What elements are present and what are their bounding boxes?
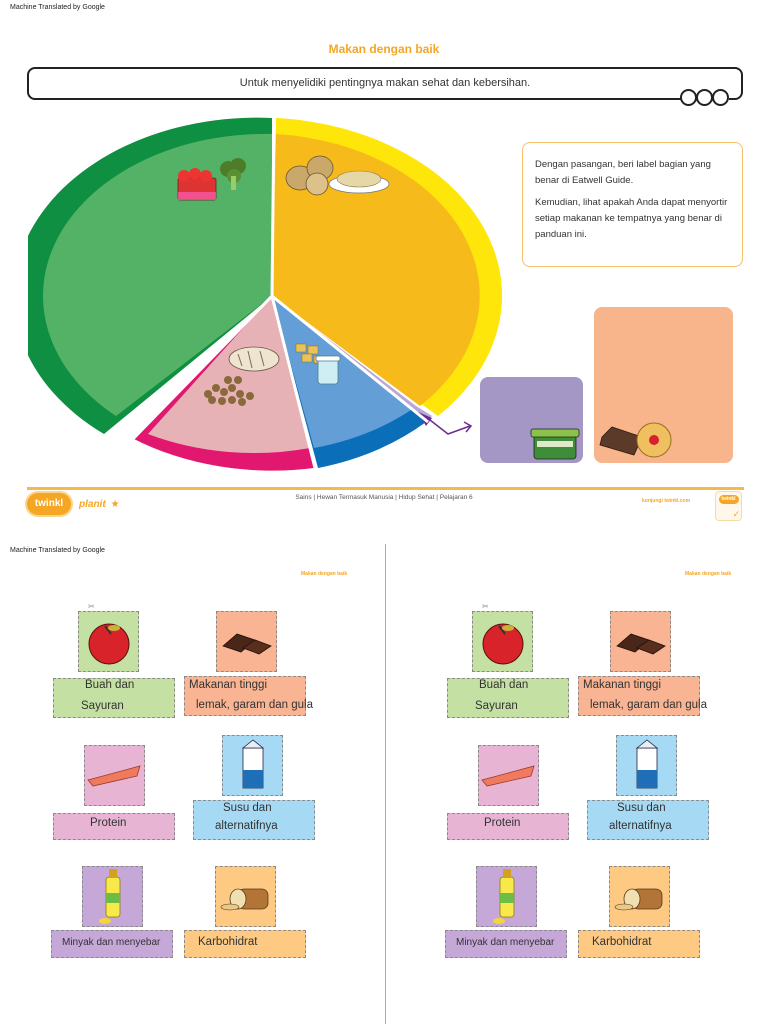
column-header: Makan dengan baik	[685, 571, 732, 577]
oil-bottle-icon	[493, 869, 515, 924]
chocolate-picture-card[interactable]	[216, 611, 277, 672]
segment-carbs	[272, 134, 480, 406]
milk-carton-icon	[635, 739, 659, 789]
oil-bottle-picture-card[interactable]	[476, 866, 537, 927]
pasta-icon	[328, 170, 390, 194]
bread-icon	[614, 888, 663, 911]
salmon-picture-card[interactable]	[478, 745, 539, 806]
scissors-icon: ✂	[88, 602, 95, 611]
planit-text: planit	[79, 498, 106, 510]
checkmark-icon: ✓	[732, 509, 740, 519]
label-card-carbohydrates[interactable]: Karbohidrat	[184, 930, 306, 958]
chocolate-picture-card[interactable]	[610, 611, 671, 672]
star-icon: ★	[110, 498, 120, 510]
label-card-oils[interactable]: Minyak dan menyebar	[445, 930, 567, 958]
chocolate-biscuit-icon	[599, 426, 643, 456]
spread-tub-icon	[530, 428, 580, 460]
yogurt-icon	[315, 355, 341, 385]
broccoli-icon	[220, 158, 246, 190]
apple-icon	[88, 623, 130, 665]
label-card-protein[interactable]: Protein	[53, 813, 175, 840]
segment-protein	[148, 296, 310, 454]
milk-carton-icon	[241, 739, 265, 789]
label-card-fruit-veg[interactable]: Buah dan Sayuran	[447, 678, 569, 718]
learning-objective-text: Untuk menyelidiki pentingnya makan sehat…	[239, 77, 531, 89]
twinkl-quality-badge: twinkl ✓	[715, 491, 742, 521]
machine-translated-note: Machine Translated by Google	[10, 4, 105, 11]
salmon-icon	[87, 765, 141, 787]
salmon-picture-card[interactable]	[84, 745, 145, 806]
bread-picture-card[interactable]	[609, 866, 670, 927]
instructions-box: Dengan pasangan, beri label bagian yang …	[522, 142, 743, 267]
apple-picture-card[interactable]	[78, 611, 139, 672]
label-card-dairy[interactable]: Susu dan alternatifnya	[193, 800, 315, 840]
label-card-high-fat-sugar[interactable]: Makanan tinggi lemak, garam dan gula	[578, 676, 707, 716]
jam-biscuit-icon	[636, 422, 672, 458]
machine-translated-note-2: Machine Translated by Google	[10, 547, 105, 554]
label-card-oils[interactable]: Minyak dan menyebar	[51, 930, 173, 958]
oil-bottle-picture-card[interactable]	[82, 866, 143, 927]
instructions-paragraph-2: Kemudian, lihat apakah Anda dapat menyor…	[535, 197, 728, 240]
twinkl-logo: twinkl	[27, 493, 71, 515]
scissors-icon: ✂	[482, 602, 489, 611]
segment-dairy	[272, 296, 414, 448]
segment-fruit-veg	[43, 133, 272, 416]
oil-bottle-icon	[99, 869, 121, 924]
strawberries-icon	[177, 168, 217, 201]
twinkl-planit-logo[interactable]: twinkl planit ★	[27, 493, 120, 515]
high-fat-sugar-box	[594, 307, 733, 463]
label-card-protein[interactable]: Protein	[447, 813, 569, 840]
beans-icon	[204, 376, 254, 406]
eatwell-guide-pie	[28, 116, 503, 473]
potatoes-icon	[285, 155, 334, 196]
page-divider	[385, 544, 386, 1024]
label-card-high-fat-sugar[interactable]: Makanan tinggi lemak, garam dan gula	[184, 676, 313, 716]
oils-spreads-box	[480, 377, 583, 463]
chocolate-icon	[616, 633, 666, 655]
milk-picture-card[interactable]	[616, 735, 677, 796]
footer-breadcrumb: Sains | Hewan Termasuk Manusia | Hidup S…	[295, 494, 473, 501]
salmon-icon	[481, 765, 535, 787]
apple-picture-card[interactable]	[472, 611, 533, 672]
twinkl-website-link[interactable]: kunjungi twinkl.com	[642, 498, 691, 504]
milk-picture-card[interactable]	[222, 735, 283, 796]
instructions-paragraph-1: Dengan pasangan, beri label bagian yang …	[535, 159, 711, 186]
bread-icon	[220, 888, 269, 911]
bread-picture-card[interactable]	[215, 866, 276, 927]
learning-objective-box: Untuk menyelidiki pentingnya makan sehat…	[27, 67, 743, 106]
chocolate-icon	[222, 633, 272, 655]
chicken-icon	[228, 346, 280, 372]
label-card-carbohydrates[interactable]: Karbohidrat	[578, 930, 700, 958]
progress-circles-icon	[680, 89, 729, 106]
label-card-fruit-veg[interactable]: Buah dan Sayuran	[53, 678, 175, 718]
label-card-dairy[interactable]: Susu dan alternatifnya	[587, 800, 709, 840]
apple-icon	[482, 623, 524, 665]
footer-divider	[27, 487, 744, 490]
column-header: Makan dengan baik	[301, 571, 348, 577]
page-title: Makan dengan baik	[328, 42, 440, 56]
